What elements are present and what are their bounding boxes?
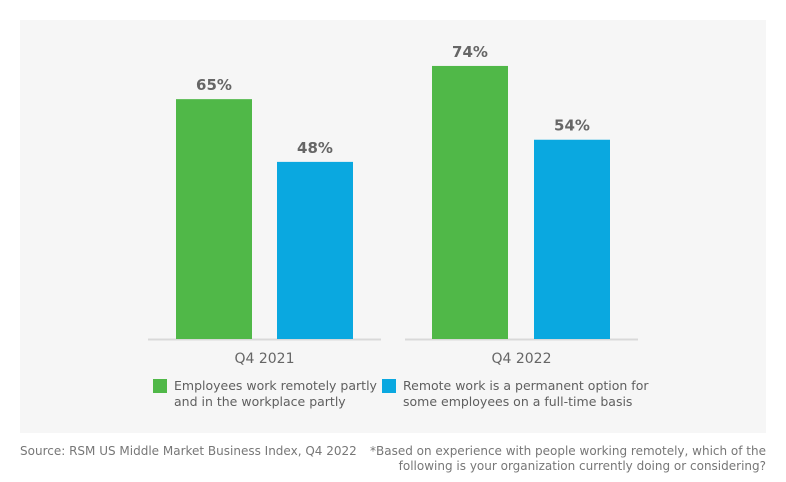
legend-text: Employees work remotely partly [174, 378, 377, 393]
data-label: 48% [297, 139, 333, 157]
bar [534, 139, 610, 339]
survey-question-note: *Based on experience with people working… [370, 444, 766, 474]
bar [277, 161, 353, 339]
bar [176, 99, 252, 340]
bar [432, 65, 508, 339]
legend-swatch-blue [382, 379, 396, 393]
legend-item-permanent-remote: Remote work is a permanent option for som… [382, 378, 649, 410]
legend-item-partly-remote: Employees work remotely partly and in the… [153, 378, 377, 410]
legend-swatch-green [153, 379, 167, 393]
chart-panel: 65% 48% Q4 2021 74% 54% Q4 2022 Employees wor… [20, 20, 766, 433]
data-label: 65% [196, 76, 232, 94]
data-label: 54% [554, 117, 590, 135]
bar-chart: 65% 48% Q4 2021 74% 54% Q4 2022 [148, 43, 638, 367]
category-label: Q4 2021 [234, 351, 294, 367]
source-note: Source: RSM US Middle Market Business In… [20, 444, 357, 458]
data-label: 74% [452, 43, 488, 61]
note-line: *Based on experience with people working… [370, 444, 766, 458]
note-line: following is your organization currently… [398, 459, 766, 473]
category-label: Q4 2022 [491, 351, 551, 367]
legend-text: Remote work is a permanent option for [403, 378, 649, 393]
legend-text: some employees on a full-time basis [403, 394, 633, 409]
legend-text: and in the workplace partly [174, 394, 346, 409]
